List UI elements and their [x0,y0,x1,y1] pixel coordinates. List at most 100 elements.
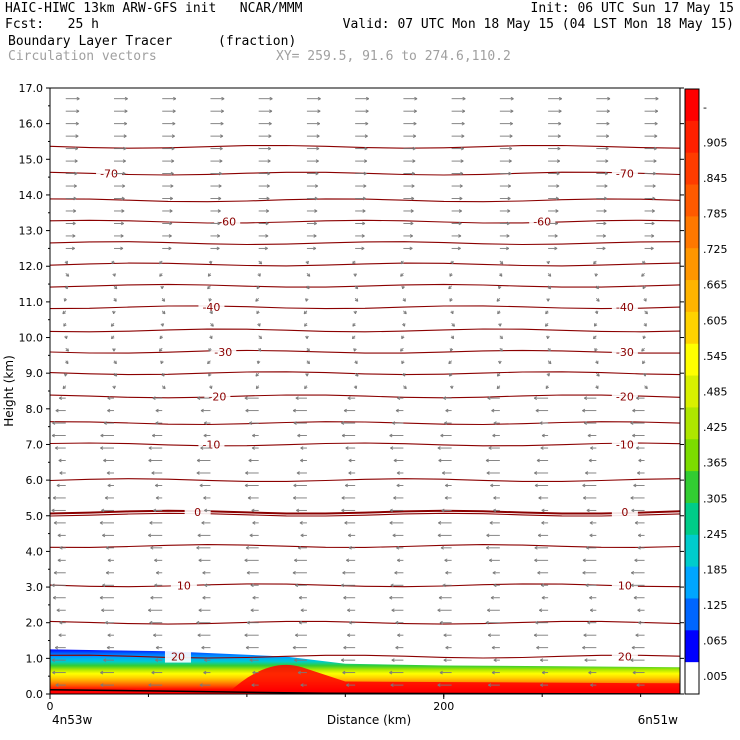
wind-vector [152,433,163,438]
wind-vector [210,159,223,163]
wind-vector [99,521,114,525]
wind-vector [64,285,68,290]
vector-field-name: Circulation vectors [8,49,157,64]
field-name: Boundary Layer Tracer [8,34,173,49]
wind-vector [582,483,597,488]
contour-label-bg [164,650,191,663]
wind-vector [641,347,645,352]
wind-vector [353,385,358,389]
wind-vector [345,446,356,450]
wind-vector [491,645,500,650]
temperature-contour [50,305,680,310]
wind-vector [443,658,452,662]
wind-vector [57,533,66,538]
wind-vector [499,184,512,188]
wind-vector [244,396,259,400]
wind-vector [100,433,114,438]
wind-vector [343,645,356,650]
wind-vector [210,209,221,213]
wind-vector [355,146,368,151]
wind-vector [355,109,369,114]
wind-vector [403,121,417,126]
wind-vector [489,558,500,563]
wind-vector [354,298,359,302]
wind-vector [437,608,452,613]
wind-vector [546,335,550,340]
wind-vector [149,620,163,625]
wind-vector [161,298,166,302]
wind-vector [210,184,222,188]
wind-vector [441,508,452,513]
wind-vector [548,121,562,126]
wind-vector [637,533,645,538]
wind-vector [583,421,597,425]
contour-label: -10 [616,438,634,451]
wind-vector [444,496,452,500]
wind-vector [100,670,114,675]
colorbar-swatch [685,120,699,154]
wind-vector [347,533,356,538]
colorbar-label: .245 [703,528,728,541]
wind-vector [65,184,77,188]
wind-vector [65,109,80,114]
wind-vector [56,608,66,613]
colorbar-label: - [703,101,707,114]
wind-vector [631,570,645,575]
wind-vector [199,483,211,488]
wind-vector [499,146,513,151]
wind-vector [208,260,213,265]
wind-vector [401,285,405,290]
wind-vector [247,496,259,500]
wind-vector [546,260,550,265]
wind-vector [64,335,68,340]
wind-vector [161,385,166,390]
wind-vector [451,196,463,201]
wind-vector [258,246,268,251]
wind-vector [593,323,598,327]
colorbar-swatch [685,662,699,695]
wind-vector [547,347,551,352]
wind-vector [584,658,597,662]
field-units: (fraction) [218,34,297,49]
temperature-contour [50,241,680,246]
wind-vector [113,159,126,163]
header-valid-time: Valid: 07 UTC Mon 18 May 15 (04 LST Mon … [342,17,734,32]
wind-vector [450,335,455,340]
wind-vector [296,508,307,513]
wind-vector [209,335,213,340]
wind-vector [305,373,309,377]
wind-vector [589,608,597,613]
wind-vector [596,196,608,201]
wind-vector [451,234,462,238]
wind-vector [437,683,452,687]
wind-vector [499,171,512,176]
wind-vector [153,633,163,638]
wind-vector [644,184,656,188]
wind-vector [112,348,116,352]
x-tick-label: 0 [47,700,54,713]
wind-vector [544,322,549,327]
contour-label: -60 [218,216,236,229]
wind-vector [258,171,271,176]
wind-vector [53,521,66,525]
wind-vector [351,335,356,340]
wind-vector [451,171,464,176]
wind-vector [101,508,114,513]
wind-vector [148,446,163,450]
wind-vector [547,273,552,277]
y-axis-label: Height (km) [2,355,16,426]
wind-vector [403,134,417,138]
wind-vector [634,558,645,563]
wind-vector [536,645,549,650]
colorbar-swatch [685,534,699,568]
wind-vector [533,633,549,638]
wind-vector [540,583,549,588]
wind-vector [596,234,606,238]
wind-vector [294,558,307,563]
wind-vector [391,658,404,662]
colorbar-label: .725 [703,243,728,256]
wind-vector [499,234,510,238]
contour-label: -30 [214,346,232,359]
wind-vector [592,335,597,340]
y-tick-label: 9.0 [26,367,44,380]
